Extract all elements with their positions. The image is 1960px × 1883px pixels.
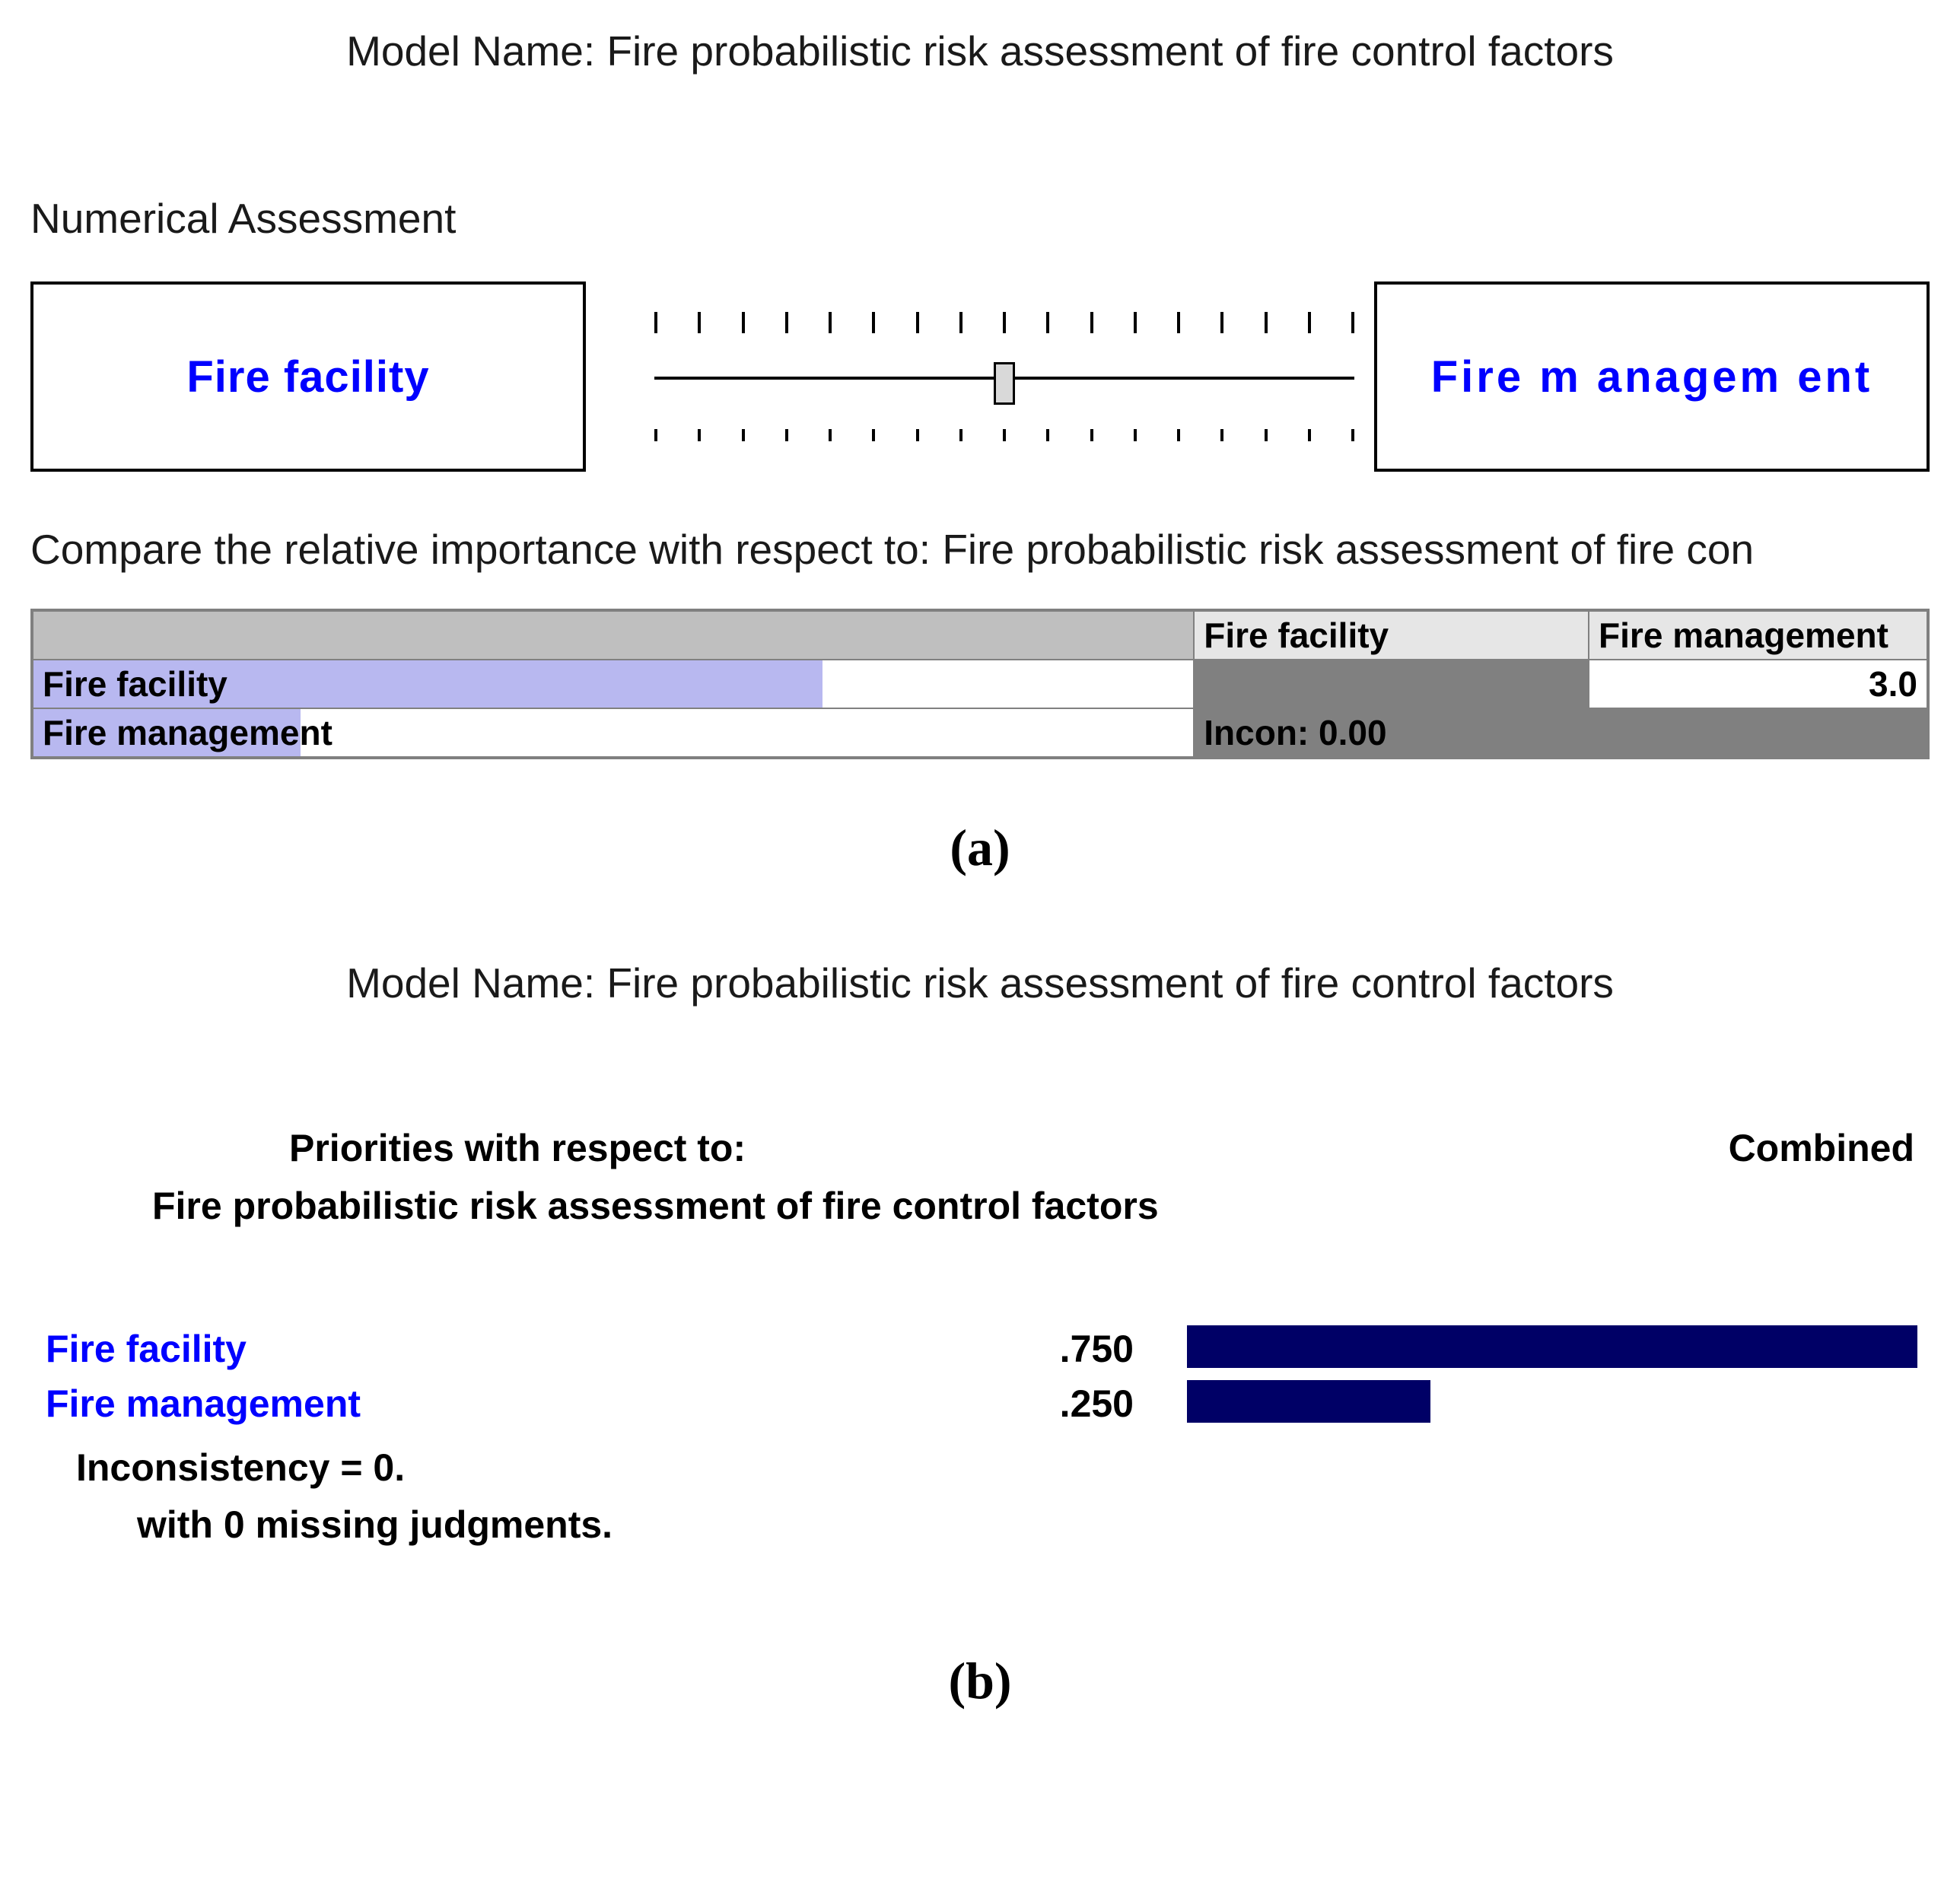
slider-tick: [959, 312, 963, 333]
model-title-b: Model Name: Fire probabilistic risk asse…: [0, 959, 1960, 1007]
slider-tick: [1177, 312, 1180, 333]
slider-tick: [1046, 429, 1049, 441]
compare-prompt-text: Compare the relative importance with res…: [30, 525, 1933, 574]
numerical-assessment-label: Numerical Assessment: [30, 194, 456, 243]
slider-tick: [1220, 312, 1223, 333]
criterion-left-box[interactable]: Fire facility: [30, 281, 586, 472]
inconsistency-text: Inconsistency = 0.: [76, 1446, 405, 1490]
matrix-value-cell[interactable]: 3.0: [1589, 660, 1927, 708]
slider-tick: [1265, 312, 1268, 333]
priority-bar-track: [1187, 1325, 1917, 1368]
criterion-right-box[interactable]: Fire m anagem ent: [1374, 281, 1930, 472]
priorities-label: Priorities with respect to:: [152, 1126, 1914, 1170]
priorities-list: Fire facility .750 Fire management .250: [46, 1324, 1914, 1433]
matrix-diagonal-cell: [1589, 708, 1927, 757]
comparison-row: Fire facility Fire m anagem ent: [30, 281, 1930, 472]
slider-tick: [1220, 429, 1223, 441]
slider-tick: [916, 429, 919, 441]
matrix-diagonal-cell: [1194, 660, 1589, 708]
slider-tick: [742, 312, 745, 333]
slider-ticks-bottom: [654, 418, 1354, 441]
criterion-left-label: Fire facility: [186, 351, 429, 402]
missing-judgments-text: with 0 missing judgments.: [137, 1503, 612, 1547]
priority-bar-track: [1187, 1380, 1917, 1423]
slider-tick: [654, 312, 657, 333]
priority-name: Fire management: [46, 1382, 361, 1426]
model-title-a: Model Name: Fire probabilistic risk asse…: [0, 27, 1960, 75]
slider-tick: [1046, 312, 1049, 333]
figure-canvas: Model Name: Fire probabilistic risk asse…: [0, 0, 1960, 1883]
matrix-row: Fire facility 3.0: [33, 660, 1927, 708]
matrix-col-header: Fire facility: [1194, 611, 1589, 660]
matrix-header-row: Fire facility Fire management: [33, 611, 1927, 660]
priority-row: Fire management .250: [46, 1379, 1914, 1433]
matrix-row: Fire management Incon: 0.00: [33, 708, 1927, 757]
slider-tick: [1265, 429, 1268, 441]
priority-value: .250: [1027, 1382, 1134, 1426]
slider-tick: [1003, 429, 1006, 441]
comparison-slider[interactable]: [654, 312, 1354, 441]
slider-tick: [1177, 429, 1180, 441]
slider-tick: [1090, 429, 1093, 441]
matrix-row-label: Fire management: [33, 708, 1194, 757]
comparison-matrix: Fire facility Fire management Fire facil…: [30, 609, 1930, 759]
slider-tick: [785, 312, 788, 333]
slider-tick: [872, 429, 875, 441]
slider-tick: [698, 429, 701, 441]
slider-tick: [959, 429, 963, 441]
slider-tick: [829, 429, 832, 441]
matrix-row-label: Fire facility: [33, 660, 1194, 708]
goal-label: Fire probabilistic risk assessment of fi…: [152, 1184, 1914, 1228]
criterion-right-label: Fire m anagem ent: [1431, 351, 1873, 402]
matrix-header-blank: [33, 611, 1194, 660]
slider-tick: [872, 312, 875, 333]
subfigure-label-a: (a): [0, 818, 1960, 878]
slider-thumb[interactable]: [994, 362, 1015, 405]
priority-bar: [1187, 1380, 1430, 1423]
matrix-inconsistency-cell: Incon: 0.00: [1194, 708, 1589, 757]
matrix-col-header: Fire management: [1589, 611, 1927, 660]
slider-tick: [916, 312, 919, 333]
slider-ticks-top: [654, 312, 1354, 335]
slider-tick: [1003, 312, 1006, 333]
priority-row: Fire facility .750: [46, 1324, 1914, 1379]
matrix-row-label-text: Fire management: [43, 712, 332, 753]
slider-tick: [1351, 429, 1354, 441]
slider-tick: [742, 429, 745, 441]
subfigure-label-b: (b): [0, 1651, 1960, 1711]
slider-tick: [1090, 312, 1093, 333]
slider-tick: [785, 429, 788, 441]
slider-tick: [1134, 312, 1137, 333]
slider-tick: [1308, 429, 1311, 441]
priority-value: .750: [1027, 1327, 1134, 1371]
combined-label: Combined: [1729, 1126, 1914, 1170]
slider-tick: [1308, 312, 1311, 333]
priority-bar: [1187, 1325, 1917, 1368]
matrix-row-label-text: Fire facility: [43, 663, 228, 705]
slider-tick: [1134, 429, 1137, 441]
priorities-header: Priorities with respect to: Combined Fir…: [152, 1126, 1914, 1228]
priority-name: Fire facility: [46, 1327, 247, 1371]
slider-tick: [829, 312, 832, 333]
slider-tick: [698, 312, 701, 333]
slider-tick: [654, 429, 657, 441]
slider-tick: [1351, 312, 1354, 333]
